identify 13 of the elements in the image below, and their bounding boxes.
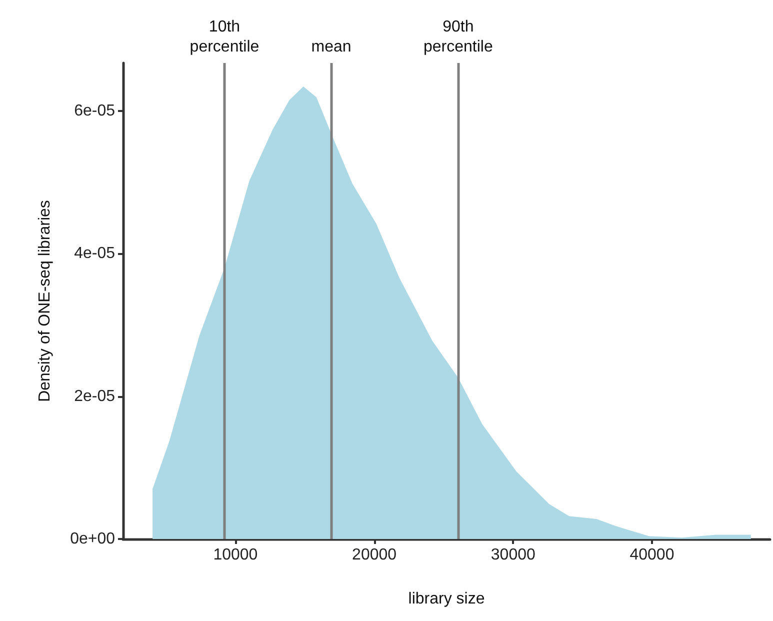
x-tick-label: 30000: [490, 546, 536, 564]
x-tick-label: 10000: [213, 546, 258, 564]
x-axis-title: library size: [408, 590, 485, 608]
ref-line-label: mean: [311, 38, 352, 56]
x-tick-label: 40000: [630, 546, 674, 564]
y-tick-label: 6e-05: [74, 102, 116, 120]
y-tick-label: 0e+00: [70, 530, 116, 548]
y-axis-title: Density of ONE-seq libraries: [36, 200, 54, 402]
y-tick-label: 4e-05: [74, 245, 116, 262]
x-tick-label: 20000: [352, 546, 397, 564]
ref-line-label: 10th percentile: [190, 18, 260, 56]
y-tick-label: 2e-05: [74, 388, 116, 405]
ref-line-label: 90th percentile: [423, 18, 493, 56]
